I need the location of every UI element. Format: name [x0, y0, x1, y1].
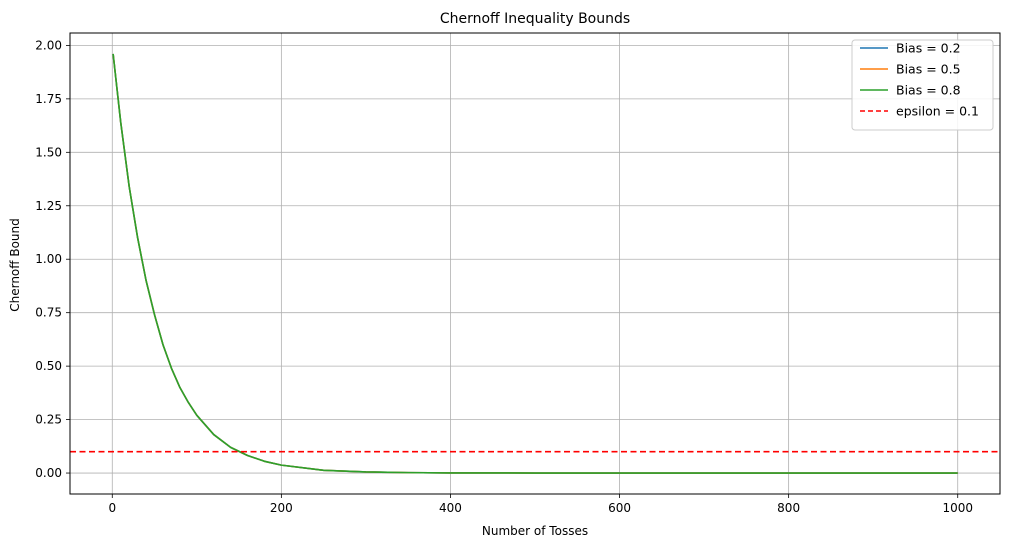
y-tick-label: 1.25 — [35, 199, 62, 213]
y-tick-label: 0.75 — [35, 306, 62, 320]
chart-title: Chernoff Inequality Bounds — [440, 11, 630, 27]
x-tick-label: 0 — [108, 501, 116, 515]
series-lines — [70, 53, 1000, 474]
x-tick-label: 800 — [777, 501, 800, 515]
y-axis-label: Chernoff Bound — [8, 218, 22, 312]
series-line-2 — [112, 53, 958, 474]
y-tick-label: 0.50 — [35, 359, 62, 373]
legend-label: Bias = 0.5 — [896, 62, 961, 77]
y-tick-label: 1.00 — [35, 252, 62, 266]
x-tick-label: 600 — [608, 501, 631, 515]
y-tick-label: 1.75 — [35, 92, 62, 106]
x-tick-label: 1000 — [942, 501, 973, 515]
legend-label: epsilon = 0.1 — [896, 104, 979, 119]
y-tick-label: 0.25 — [35, 413, 62, 427]
legend-label: Bias = 0.2 — [896, 41, 961, 56]
plot-frame — [69, 32, 1001, 495]
series-line-3 — [112, 53, 958, 474]
legend-label: Bias = 0.8 — [896, 83, 961, 98]
legend-box — [851, 39, 994, 131]
axis-ticks: 0 200 400 600 800 1000 0.00 0.25 0.50 0.75 1.00 1.2… — [35, 38, 973, 515]
x-axis-label: Number of Tosses — [482, 524, 588, 538]
x-tick-label: 400 — [439, 501, 462, 515]
y-tick-label: 2.00 — [35, 38, 62, 52]
y-tick-label: 1.50 — [35, 145, 62, 159]
x-tick-label: 200 — [270, 501, 293, 515]
series-line-1 — [112, 53, 958, 474]
y-tick-label: 0.00 — [35, 466, 62, 480]
legend: Bias = 0.2 Bias = 0.5 Bias = 0.8 epsilon = … — [851, 39, 994, 131]
